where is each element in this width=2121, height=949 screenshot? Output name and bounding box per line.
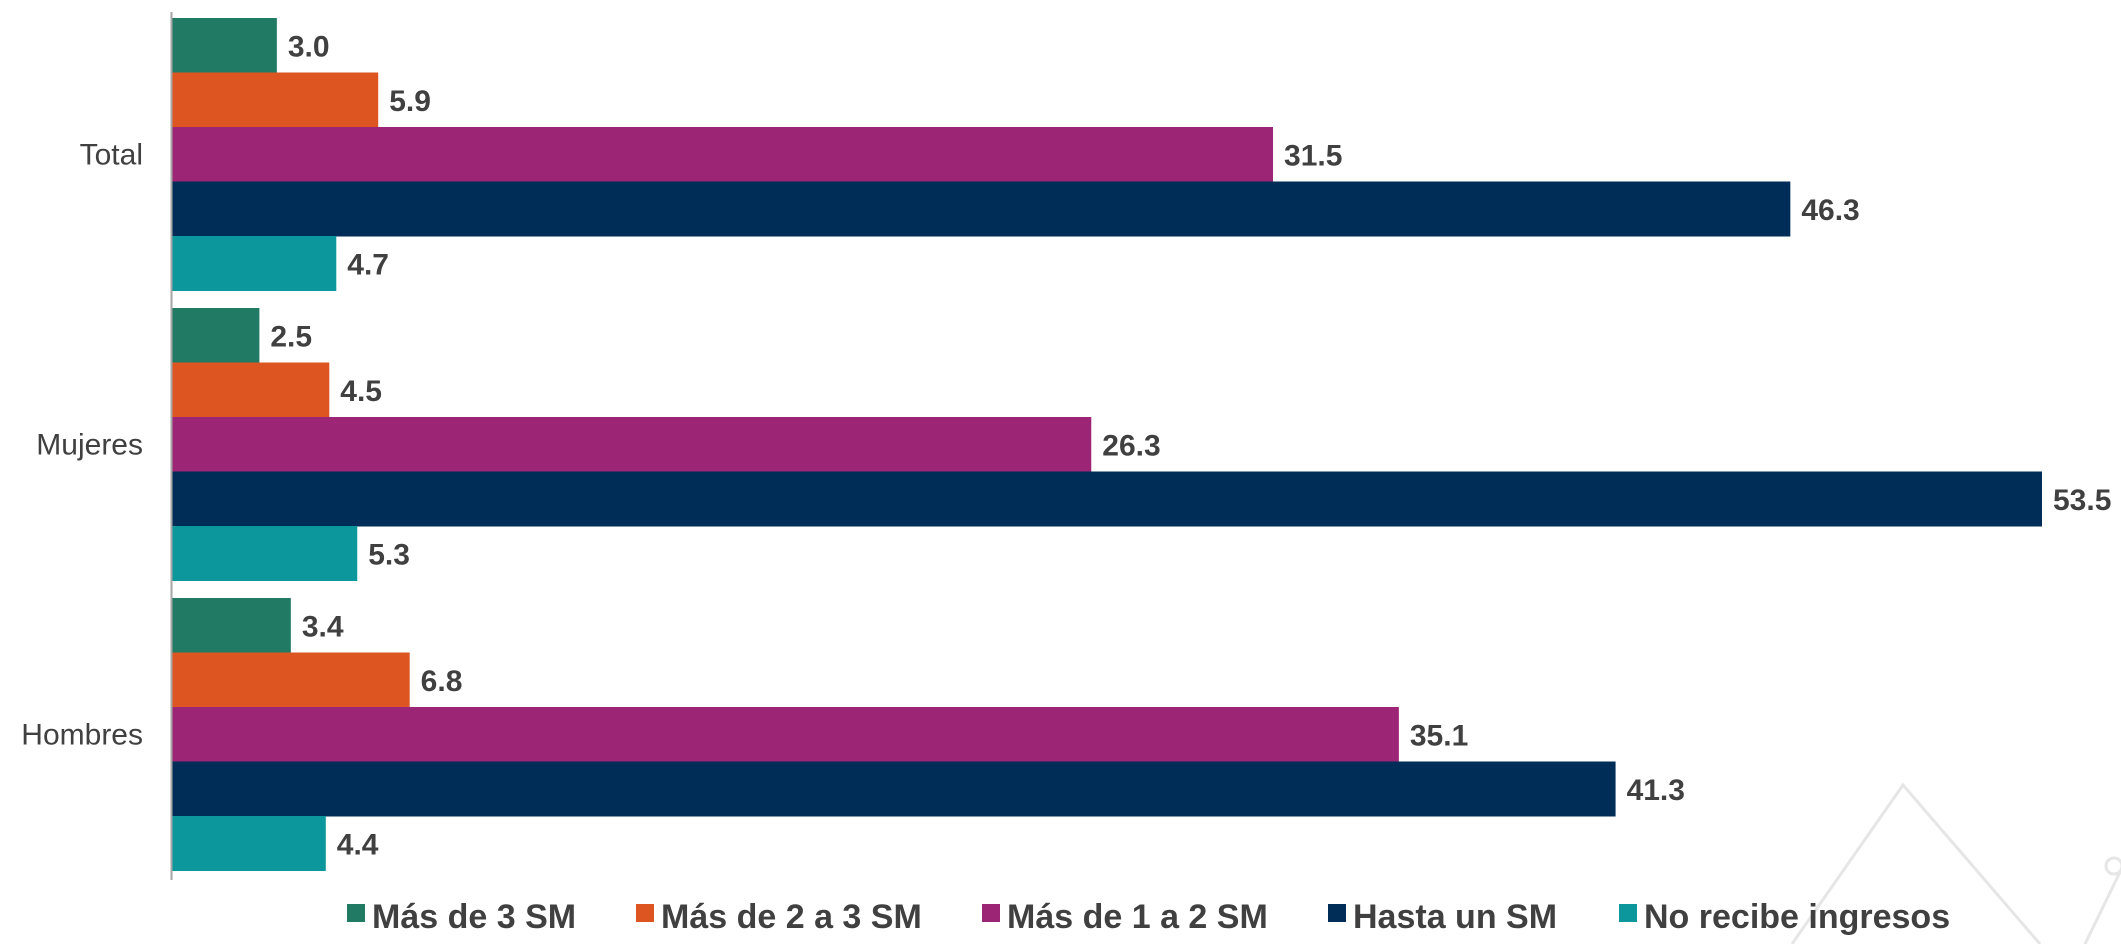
watermark-chevron [1790, 782, 2042, 945]
category-label-total: Total [80, 138, 143, 171]
legend-item-hasta-un-sm: Hasta un SM [1328, 898, 1557, 936]
data-label-mujeres-mas-de-3-sm: 2.5 [270, 321, 312, 354]
bars-layer [172, 18, 2042, 871]
bar-hombres-mas-de-2-a-3-sm [172, 652, 410, 708]
bar-total-mas-de-2-a-3-sm [172, 72, 379, 128]
data-label-hombres-mas-de-2-a-3-sm: 6.8 [421, 665, 463, 698]
legend-label-mas-de-2-a-3-sm: Más de 2 a 3 SM [661, 898, 922, 936]
watermark-decoration [1790, 782, 2121, 945]
legend: Más de 3 SM Más de 2 a 3 SM Más de 1 a 2 S… [347, 898, 1950, 936]
legend-swatch-mas-de-3-sm [347, 904, 365, 922]
bar-total-hasta-un-sm [172, 181, 1791, 237]
data-label-hombres-no-recibe-ingresos: 4.4 [337, 829, 379, 862]
bar-mujeres-mas-de-2-a-3-sm [172, 362, 330, 418]
data-label-hombres-hasta-un-sm: 41.3 [1627, 774, 1685, 807]
bar-mujeres-mas-de-3-sm [172, 308, 260, 363]
data-label-total-no-recibe-ingresos: 4.7 [347, 249, 389, 282]
bar-total-mas-de-1-a-2-sm [172, 127, 1274, 182]
data-label-total-mas-de-2-a-3-sm: 5.9 [389, 85, 431, 118]
data-label-hombres-mas-de-1-a-2-sm: 35.1 [1410, 720, 1468, 753]
legend-item-mas-de-3-sm: Más de 3 SM [347, 898, 576, 936]
legend-label-mas-de-3-sm: Más de 3 SM [372, 898, 576, 936]
data-label-mujeres-hasta-un-sm: 53.5 [2053, 484, 2111, 517]
bar-mujeres-no-recibe-ingresos [172, 526, 358, 581]
bar-mujeres-hasta-un-sm [172, 471, 2042, 527]
category-label-mujeres: Mujeres [36, 428, 143, 461]
data-label-hombres-mas-de-3-sm: 3.4 [302, 611, 344, 644]
data-label-mujeres-no-recibe-ingresos: 5.3 [368, 539, 410, 572]
legend-swatch-mas-de-1-a-2-sm [982, 904, 1000, 922]
watermark-dot [2104, 856, 2121, 876]
legend-label-hasta-un-sm: Hasta un SM [1353, 898, 1557, 936]
legend-item-mas-de-1-a-2-sm: Más de 1 a 2 SM [982, 898, 1268, 936]
watermark-line [2083, 869, 2121, 945]
legend-label-mas-de-1-a-2-sm: Más de 1 a 2 SM [1007, 898, 1268, 936]
data-label-total-mas-de-3-sm: 3.0 [288, 31, 330, 64]
category-labels-layer: Total Mujeres Hombres [21, 138, 143, 751]
data-labels-layer: 3.0 5.9 31.5 46.3 4.7 2.5 4.5 26.3 53.5 5.3 3.4 6.8… [270, 31, 2111, 862]
bar-mujeres-mas-de-1-a-2-sm [172, 417, 1092, 472]
bar-hombres-mas-de-1-a-2-sm [172, 707, 1399, 762]
bar-hombres-mas-de-3-sm [172, 598, 291, 653]
bar-hombres-no-recibe-ingresos [172, 816, 326, 871]
legend-label-no-recibe-ingresos: No recibe ingresos [1644, 898, 1950, 936]
legend-swatch-hasta-un-sm [1328, 904, 1346, 922]
data-label-mujeres-mas-de-1-a-2-sm: 26.3 [1102, 430, 1160, 463]
bar-total-mas-de-3-sm [172, 18, 277, 73]
bar-total-no-recibe-ingresos [172, 236, 337, 291]
data-label-total-mas-de-1-a-2-sm: 31.5 [1284, 140, 1342, 173]
legend-item-mas-de-2-a-3-sm: Más de 2 a 3 SM [636, 898, 922, 936]
data-label-total-hasta-un-sm: 46.3 [1801, 194, 1859, 227]
category-label-hombres: Hombres [21, 718, 143, 751]
legend-swatch-mas-de-2-a-3-sm [636, 904, 654, 922]
bar-hombres-hasta-un-sm [172, 761, 1616, 817]
legend-item-no-recibe-ingresos: No recibe ingresos [1619, 898, 1950, 936]
legend-swatch-no-recibe-ingresos [1619, 904, 1637, 922]
data-label-mujeres-mas-de-2-a-3-sm: 4.5 [340, 375, 382, 408]
